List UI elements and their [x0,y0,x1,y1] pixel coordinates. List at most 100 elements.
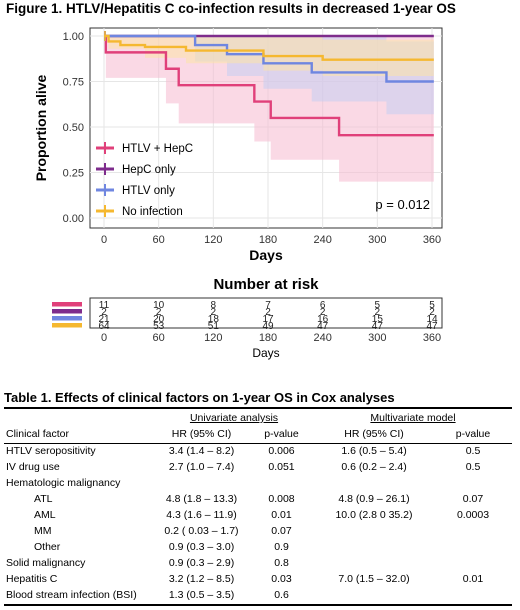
legend-label: HTLV only [122,185,175,197]
table-row: IV drug use 2.7 (1.0 – 7.4) 0.051 0.6 (0.2 … [4,460,512,476]
cell-univariate-p: 0.9 [274,541,289,553]
cell-multivariate-hr: 1.6 (0.5 – 5.4) [341,445,407,457]
risk-count: 10 [153,300,165,311]
cell-univariate-p: 0.01 [271,509,292,521]
cell-univariate-hr: 3.2 (1.2 – 8.5) [168,573,235,585]
x-tick-label: 360 [423,234,441,246]
cell-univariate-hr: 0.9 (0.3 – 3.0) [168,541,235,553]
cell-factor: Hepatitis C [6,573,58,585]
risk-count: 53 [153,321,165,332]
risk-x-tick-label: 0 [101,332,107,344]
risk-count: 2 [429,307,435,318]
cell-factor: HTLV seropositivity [6,445,96,457]
risk-x-axis-label: Days [252,346,279,360]
risk-table-title: Number at risk [213,276,319,293]
table-row: Solid malignancy 0.9 (0.3 – 2.9) 0.8 [4,556,512,572]
legend-label: HTLV + HepC [122,143,193,155]
risk-count: 18 [208,314,220,325]
x-tick-label: 300 [368,234,386,246]
table-row: Blood stream infection (BSI) 1.3 (0.5 – 3… [4,588,512,605]
x-axis-label: Days [249,247,283,263]
x-tick-label: 240 [313,234,331,246]
cell-multivariate-hr: 4.8 (0.9 – 26.1) [338,493,410,505]
y-tick-label: 0.75 [63,77,84,89]
risk-row-swatch [52,309,82,314]
cell-multivariate-p [434,524,512,540]
cell-multivariate-hr [314,556,434,572]
cell-multivariate-hr: 0.6 (0.2 – 2.4) [341,461,407,473]
risk-count: 47 [372,321,384,332]
cell-factor: Solid malignancy [6,557,86,569]
risk-count: 11 [99,300,110,311]
cell-factor: AML [34,509,56,521]
cell-multivariate-hr [314,524,434,540]
risk-count: 5 [429,300,435,311]
risk-x-tick-label: 360 [423,332,441,344]
col-header-uhr: HR (95% CI) [154,427,249,444]
cell-univariate-p: 0.8 [274,557,289,569]
cell-multivariate-p [434,556,512,572]
univariate-header: Univariate analysis [189,412,279,424]
col-header-factor: Clinical factor [4,427,154,444]
x-tick-label: 120 [204,234,222,246]
risk-count: 16 [317,314,329,325]
cell-univariate-p [249,476,314,492]
cell-multivariate-p [434,476,512,492]
cell-univariate-p: 0.051 [268,461,295,473]
risk-count: 2 [265,307,271,318]
risk-x-tick-label: 120 [204,332,222,344]
table-bottom-rule [4,604,512,608]
y-tick-label: 0.25 [63,168,84,180]
p-value-annotation: p = 0.012 [375,197,430,212]
cell-factor: Hematologic malignancy [6,477,121,489]
risk-count: 2 [101,307,107,318]
cell-multivariate-p: 0.5 [465,461,481,473]
cell-multivariate-p [434,588,512,605]
risk-count: 15 [372,314,384,325]
cell-univariate-hr: 2.7 (1.0 – 7.4) [168,461,235,473]
cell-univariate-hr: 3.4 (1.4 – 8.2) [168,445,235,457]
cell-multivariate-p: 0.5 [465,445,481,457]
table-row: Other 0.9 (0.3 – 3.0) 0.9 [4,540,512,556]
cell-factor: ATL [34,493,53,505]
risk-row-swatch [52,316,82,321]
cell-factor: IV drug use [6,461,60,473]
y-axis-label: Proportion alive [33,75,49,182]
cell-univariate-p: 0.07 [271,525,292,537]
cell-univariate-hr: 1.3 (0.5 – 3.5) [168,589,235,601]
risk-count: 47 [426,321,438,332]
cell-univariate-hr: 4.3 (1.6 – 11.9) [166,509,237,521]
cell-factor: Blood stream infection (BSI) [6,589,137,601]
table-row: Hematologic malignancy [4,476,512,492]
cell-multivariate-p: 0.0003 [456,509,490,521]
multivariate-header: Multivariate model [370,412,456,424]
km-line-series-3 [104,34,434,61]
risk-count: 8 [211,300,217,311]
cell-univariate-p: 0.03 [271,573,292,585]
x-tick-label: 180 [259,234,277,246]
x-tick-label: 0 [101,234,107,246]
cell-multivariate-hr: 7.0 (1.5 – 32.0) [338,573,410,585]
risk-count: 20 [153,314,165,325]
col-header-up: p-value [249,427,314,444]
risk-count: 64 [98,321,110,332]
risk-count: 2 [211,307,217,318]
table-row: AML 4.3 (1.6 – 11.9) 0.01 10.0 (2.8 0 35.2)… [4,508,512,524]
risk-count: 6 [320,300,326,311]
risk-count: 14 [426,314,438,325]
cell-multivariate-p: 0.01 [462,573,484,585]
cell-multivariate-p: 0.07 [462,493,484,505]
table-row: MM 0.2 ( 0.03 – 1.7) 0.07 [4,524,512,540]
risk-count: 51 [208,321,220,332]
cell-multivariate-hr [314,540,434,556]
risk-count: 5 [375,300,381,311]
risk-row-swatch [52,323,82,328]
cox-table: Univariate analysis Multivariate model C… [4,407,512,608]
risk-count: 17 [262,314,274,325]
legend-label: HepC only [122,164,176,176]
cell-univariate-p: 0.6 [274,589,289,601]
table-row: Hepatitis C 3.2 (1.2 – 8.5) 0.03 7.0 (1.5 –… [4,572,512,588]
risk-count: 49 [262,321,274,332]
km-figure: 0 0 60 60 120 120 180 180 240 240 300 300 360 360 0.00… [33,27,443,360]
figure-title: Figure 1. HTLV/Hepatitis C co-infection … [6,1,456,16]
